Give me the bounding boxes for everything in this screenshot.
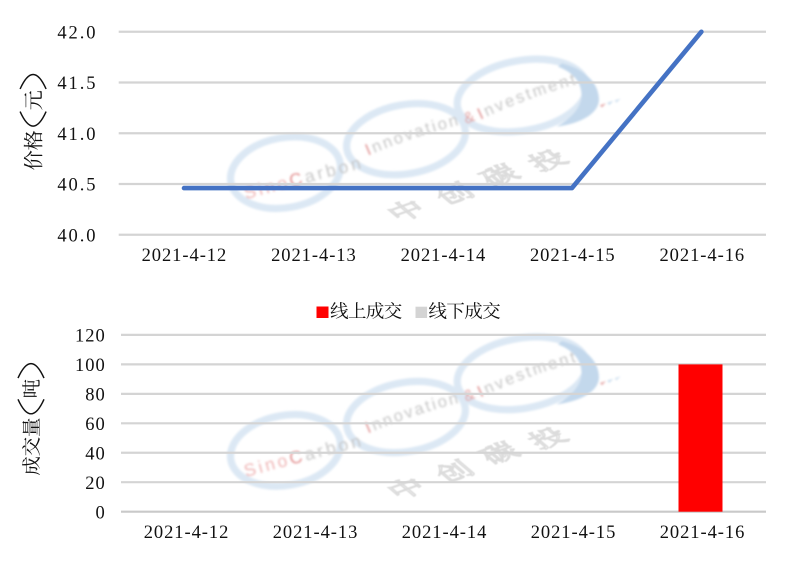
svg-text:2021-4-14: 2021-4-14 bbox=[402, 523, 488, 543]
svg-text:2021-4-16: 2021-4-16 bbox=[660, 523, 746, 543]
svg-text:20: 20 bbox=[85, 474, 106, 494]
svg-text:80: 80 bbox=[85, 386, 106, 406]
svg-text:42.0: 42.0 bbox=[57, 24, 97, 44]
svg-text:40.0: 40.0 bbox=[57, 226, 97, 246]
svg-text:2021-4-15: 2021-4-15 bbox=[531, 523, 617, 543]
svg-text:2021-4-12: 2021-4-12 bbox=[142, 246, 228, 266]
svg-text:100: 100 bbox=[75, 356, 106, 376]
svg-text:41.5: 41.5 bbox=[57, 74, 97, 94]
svg-text:2021-4-16: 2021-4-16 bbox=[659, 246, 745, 266]
svg-text:2021-4-14: 2021-4-14 bbox=[401, 246, 487, 266]
svg-text:60: 60 bbox=[85, 415, 106, 435]
svg-text:41.0: 41.0 bbox=[57, 125, 97, 145]
svg-text:2021-4-12: 2021-4-12 bbox=[144, 523, 230, 543]
svg-text:40.5: 40.5 bbox=[57, 176, 97, 196]
svg-text:2021-4-15: 2021-4-15 bbox=[530, 246, 616, 266]
svg-text:2021-4-13: 2021-4-13 bbox=[273, 523, 359, 543]
svg-text:0: 0 bbox=[96, 503, 106, 523]
svg-text:2021-4-13: 2021-4-13 bbox=[271, 246, 357, 266]
svg-text:120: 120 bbox=[75, 327, 106, 347]
svg-text:40: 40 bbox=[85, 444, 106, 464]
